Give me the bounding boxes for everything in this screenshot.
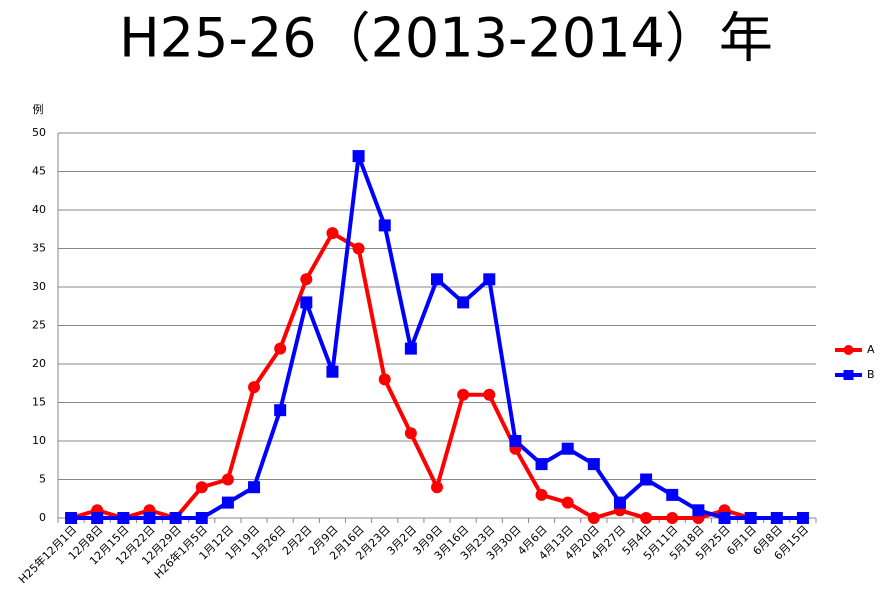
data-point [483,388,496,401]
y-tick-label: 15 [32,396,46,409]
data-point [744,512,757,524]
data-point [483,273,496,286]
legend-marker [843,370,854,380]
y-tick-label: 50 [32,126,46,139]
data-point [640,473,653,486]
data-point [457,388,470,401]
data-point [326,227,339,240]
data-point [613,496,626,509]
data-point [65,512,78,524]
y-axis-label: 例 [33,102,44,116]
data-point [221,473,234,486]
y-tick-label: 25 [32,319,46,332]
data-point [169,512,182,524]
data-point [352,242,365,255]
data-point [587,458,600,471]
data-point [274,404,287,417]
data-point [326,365,339,378]
data-point [561,442,574,455]
data-point [666,512,679,524]
data-point [587,512,600,524]
data-point [770,512,783,524]
data-point [195,481,208,494]
data-point [248,381,261,394]
y-tick-label: 5 [39,473,46,486]
data-point [718,512,731,524]
data-point [509,435,522,447]
data-point [91,512,104,524]
data-point [352,150,365,163]
data-point [274,342,287,355]
y-tick-label: 20 [32,357,46,370]
data-point [796,512,809,524]
data-point [640,512,653,524]
data-point [457,296,470,309]
y-tick-label: 30 [32,280,46,293]
data-point [404,342,417,355]
y-tick-label: 40 [32,203,46,216]
data-point [666,488,679,501]
data-point [195,512,208,524]
data-point [143,512,156,524]
y-tick-label: 10 [32,434,46,447]
data-point [378,373,391,386]
data-point [535,488,548,501]
legend-label: A [867,343,875,356]
data-point [248,481,261,494]
y-tick-label: 45 [32,165,46,178]
data-point [300,296,313,309]
data-point [221,496,234,509]
y-tick-label: 0 [39,511,46,524]
data-point [692,504,705,517]
y-tick-label: 35 [32,242,46,255]
data-point [535,458,548,471]
legend-marker [843,345,854,355]
legend-label: B [867,368,875,381]
data-point [431,273,443,286]
data-point [561,496,574,509]
data-point [117,512,130,524]
data-point [300,273,313,286]
data-point [404,427,417,440]
chart-title: H25-26（2013-2014）年 [119,7,773,70]
data-point [378,219,391,232]
data-point [431,481,443,494]
